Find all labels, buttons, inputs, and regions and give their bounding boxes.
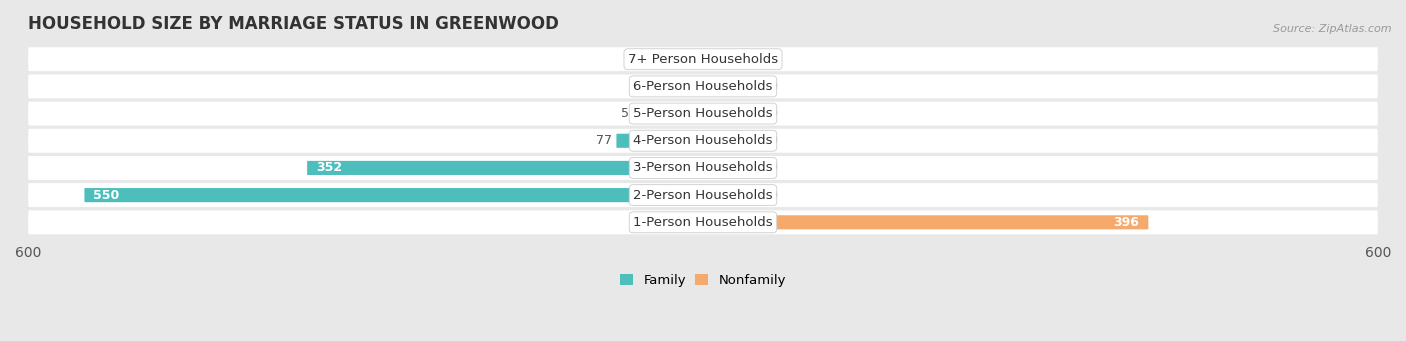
FancyBboxPatch shape — [28, 129, 1378, 153]
Text: 7+ Person Households: 7+ Person Households — [628, 53, 778, 66]
FancyBboxPatch shape — [703, 134, 765, 148]
Text: 4-Person Households: 4-Person Households — [633, 134, 773, 147]
Text: 0: 0 — [769, 107, 778, 120]
Text: HOUSEHOLD SIZE BY MARRIAGE STATUS IN GREENWOOD: HOUSEHOLD SIZE BY MARRIAGE STATUS IN GRE… — [28, 15, 560, 33]
Text: 6-Person Households: 6-Person Households — [633, 80, 773, 93]
FancyBboxPatch shape — [616, 134, 703, 148]
FancyBboxPatch shape — [28, 183, 1378, 207]
Text: 3-Person Households: 3-Person Households — [633, 161, 773, 175]
FancyBboxPatch shape — [703, 79, 765, 93]
FancyBboxPatch shape — [84, 188, 703, 202]
Text: 0: 0 — [689, 80, 697, 93]
FancyBboxPatch shape — [28, 210, 1378, 234]
FancyBboxPatch shape — [703, 161, 765, 175]
Text: 550: 550 — [93, 189, 120, 202]
FancyBboxPatch shape — [28, 74, 1378, 98]
FancyBboxPatch shape — [307, 161, 703, 175]
Text: 0: 0 — [769, 161, 778, 175]
FancyBboxPatch shape — [28, 156, 1378, 180]
Text: Source: ZipAtlas.com: Source: ZipAtlas.com — [1274, 24, 1392, 34]
Text: 0: 0 — [769, 134, 778, 147]
Text: 2-Person Households: 2-Person Households — [633, 189, 773, 202]
FancyBboxPatch shape — [703, 215, 1149, 229]
Text: 55: 55 — [620, 107, 637, 120]
Text: 352: 352 — [316, 161, 342, 175]
Legend: Family, Nonfamily: Family, Nonfamily — [620, 274, 786, 287]
FancyBboxPatch shape — [703, 106, 765, 121]
FancyBboxPatch shape — [703, 188, 765, 202]
Text: 0: 0 — [689, 216, 697, 229]
Text: 0: 0 — [689, 53, 697, 66]
FancyBboxPatch shape — [641, 106, 703, 121]
FancyBboxPatch shape — [703, 52, 765, 66]
Text: 0: 0 — [769, 80, 778, 93]
FancyBboxPatch shape — [28, 47, 1378, 71]
Text: 396: 396 — [1114, 216, 1139, 229]
Text: 0: 0 — [769, 53, 778, 66]
Text: 77: 77 — [596, 134, 612, 147]
FancyBboxPatch shape — [28, 102, 1378, 125]
Text: 1-Person Households: 1-Person Households — [633, 216, 773, 229]
Text: 5-Person Households: 5-Person Households — [633, 107, 773, 120]
Text: 0: 0 — [769, 189, 778, 202]
